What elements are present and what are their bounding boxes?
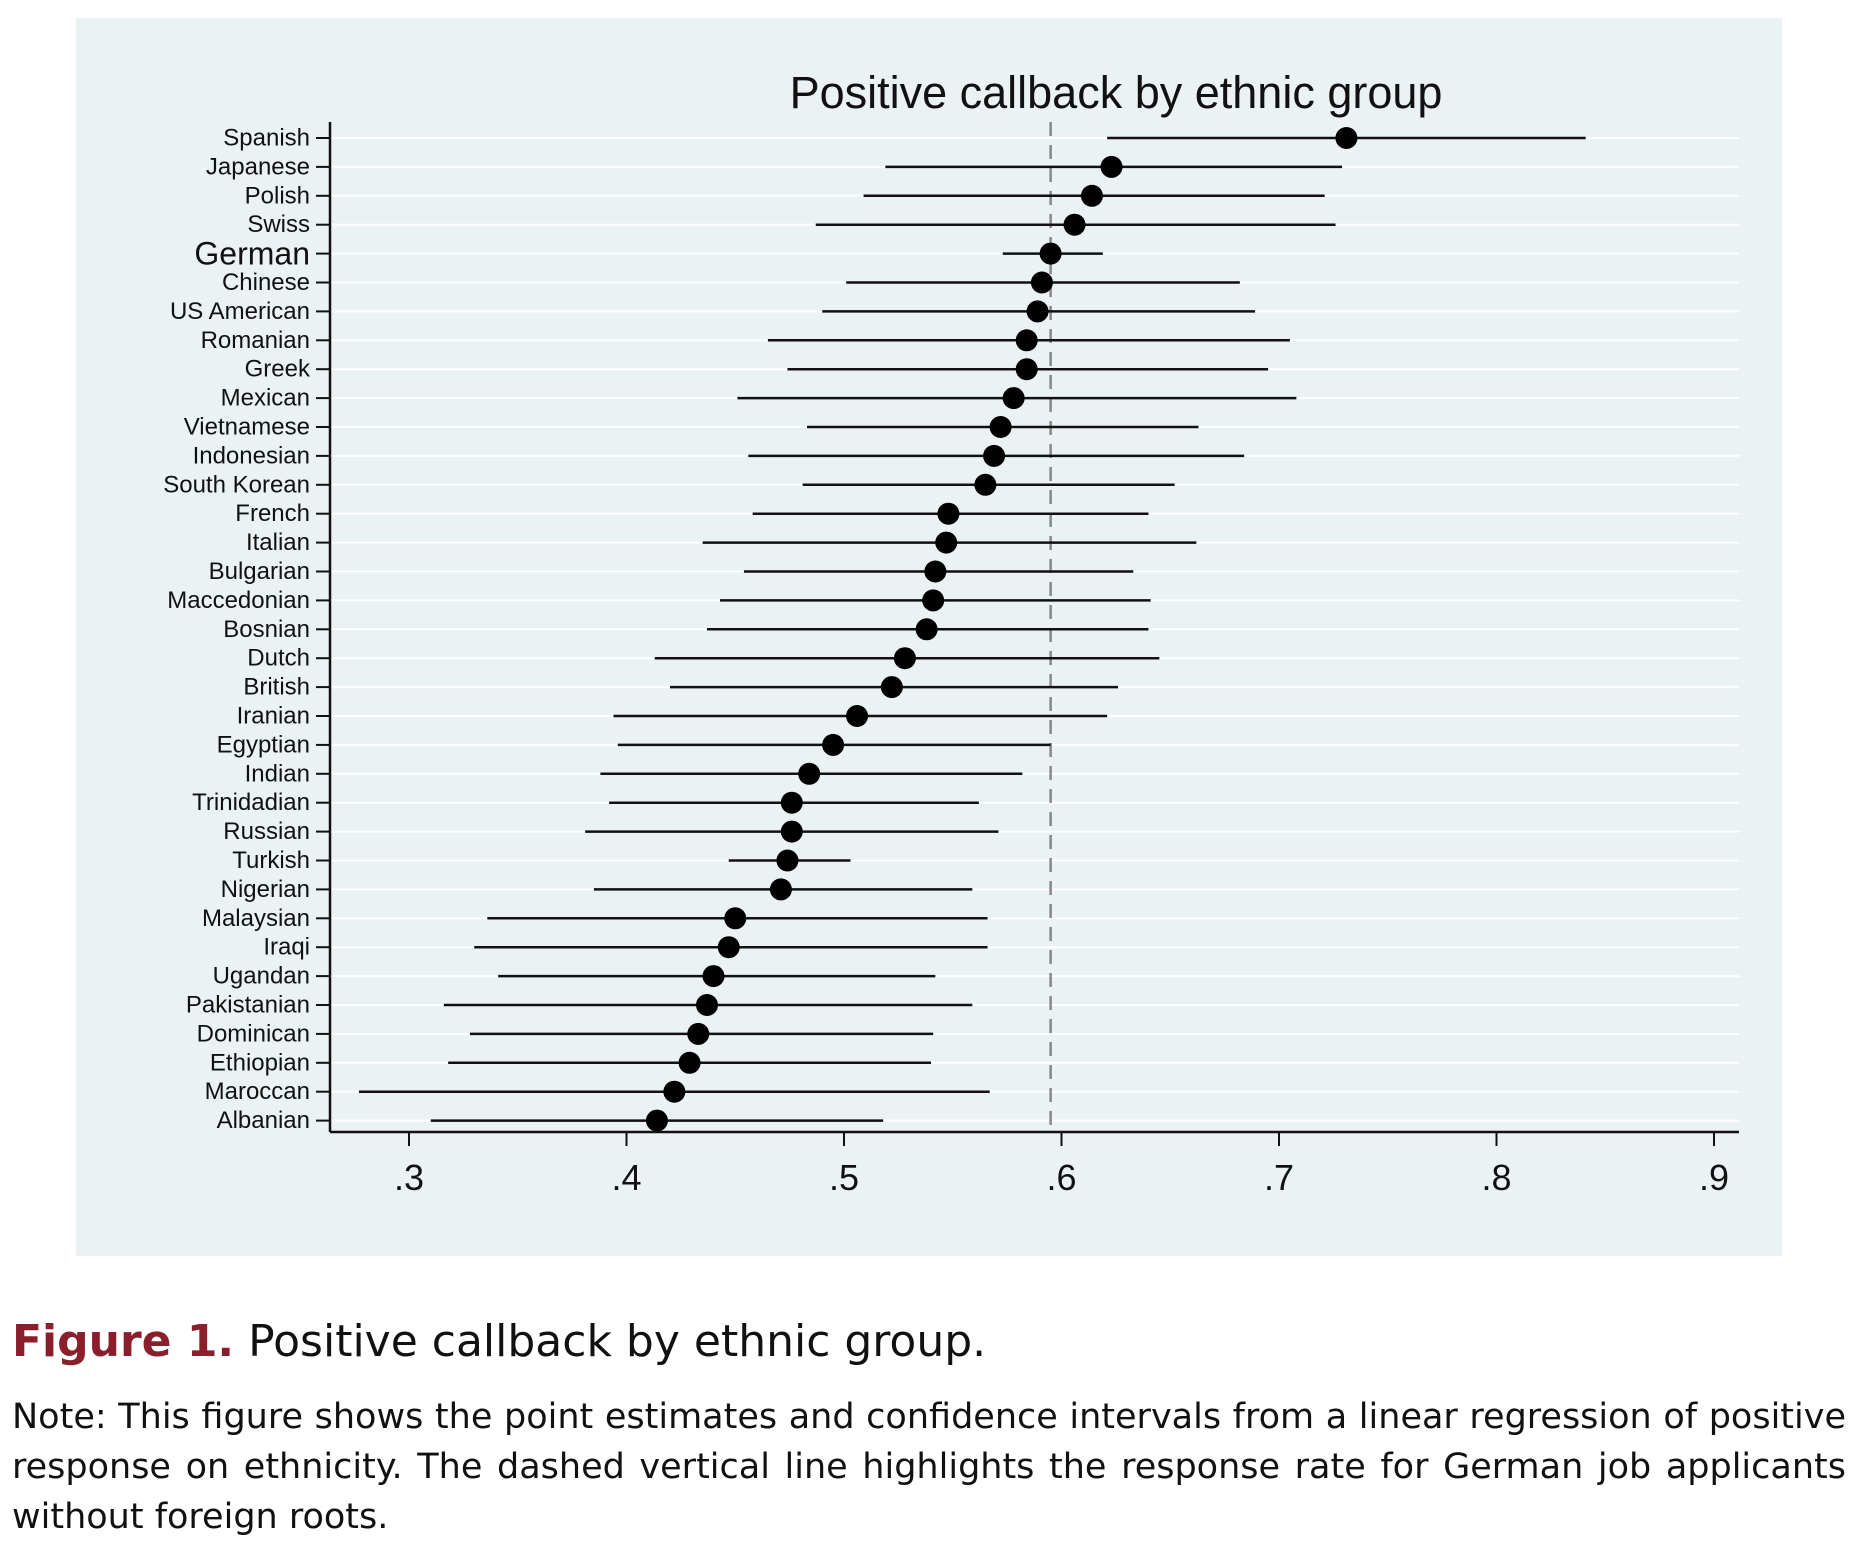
x-tick-labels: .3 .4 .5 .6 .7 .8 .9 [394,1157,1729,1198]
figure-caption-title: Figure 1. Positive callback by ethnic gr… [12,1316,1846,1367]
point-estimate [645,1109,668,1132]
point-estimate [1015,358,1038,381]
point-estimate [1039,242,1062,265]
point-estimate [1015,329,1038,352]
category-label: Trinidadian [192,789,310,816]
category-label: Albanian [217,1107,310,1134]
point-estimate [1100,155,1123,178]
chart-title: Positive callback by ethnic group [790,67,1443,118]
point-estimate [924,560,947,583]
x-tick-label: .9 [1699,1157,1729,1198]
point-estimate [687,1022,710,1045]
category-label: Iraqi [263,934,310,961]
point-estimate [724,907,747,930]
category-label: Mexican [221,385,310,412]
category-label: Dominican [197,1020,310,1047]
category-label: British [243,674,310,701]
category-label: Polish [245,182,310,209]
category-label: French [235,500,310,527]
category-label: Bosnian [223,616,310,643]
point-estimate [915,618,938,641]
point-estimate [922,589,945,612]
point-estimate [678,1051,701,1074]
category-label: Greek [245,356,311,383]
category-label: Dutch [247,645,310,672]
point-estimate [1335,127,1358,149]
category-label: Romanian [201,327,310,354]
figure-panel: Positive callback by ethnic group Spanis… [76,18,1782,1256]
category-label: Egyptian [217,731,310,758]
category-label: US American [170,298,310,325]
point-estimate [822,733,845,756]
category-label: Russian [223,818,310,845]
point-estimate [702,965,725,988]
category-label: Indian [245,760,310,787]
x-tick-label: .4 [611,1157,641,1198]
point-estimate [846,705,869,727]
point-estimate [1080,184,1103,207]
point-estimate [1063,213,1086,236]
category-label: Maccedonian [167,587,310,614]
category-label: Bulgarian [209,558,310,585]
category-label: German [194,236,310,272]
category-label: Indonesian [193,442,310,469]
point-estimate [798,762,821,785]
point-estimate [974,473,997,496]
forest-plot: Positive callback by ethnic group Spanis… [163,67,1739,1198]
point-estimate [935,531,958,554]
point-estimate [1002,387,1025,410]
figure-title: Positive callback by ethnic group. [248,1316,987,1367]
point-estimate [893,647,916,670]
point-estimate [1030,271,1053,294]
point-estimate [769,878,792,901]
point-estimate [880,676,903,699]
point-estimate [989,416,1012,438]
x-tick-label: .3 [394,1157,424,1198]
x-tick-label: .5 [829,1157,859,1198]
point-estimates [645,127,1358,1132]
category-label: Japanese [206,153,310,180]
x-tick-label: .7 [1264,1157,1294,1198]
category-label: Maroccan [205,1078,310,1105]
point-estimate [717,936,740,959]
point-estimate [776,849,799,872]
category-label: Spanish [223,125,310,152]
category-label: Turkish [232,847,310,874]
category-label: Ugandan [213,963,310,990]
point-estimate [983,444,1006,467]
category-label: Swiss [247,211,310,238]
point-estimate [937,502,960,525]
category-label: South Korean [163,471,310,498]
category-label: Ethiopian [210,1049,310,1076]
category-label: Nigerian [221,876,310,903]
figure-label: Figure 1. [12,1316,235,1367]
category-label: Pakistanian [186,992,310,1019]
category-label: Malaysian [202,905,310,932]
point-estimate [780,820,803,843]
category-label: Vietnamese [184,414,310,441]
category-labels: SpanishJapanesePolishSwissGermanChineseU… [163,125,311,1135]
point-estimate [780,791,803,814]
point-estimate [1026,300,1049,323]
point-estimate [695,994,718,1016]
category-label: Chinese [222,269,310,296]
x-tick-label: .6 [1046,1157,1076,1198]
axes [316,122,1739,1146]
figure-note: Note: This figure shows the point estima… [12,1397,1846,1537]
point-estimate [663,1080,686,1103]
category-label: Iranian [237,703,310,730]
x-tick-label: .8 [1481,1157,1511,1198]
category-label: Italian [246,529,310,556]
